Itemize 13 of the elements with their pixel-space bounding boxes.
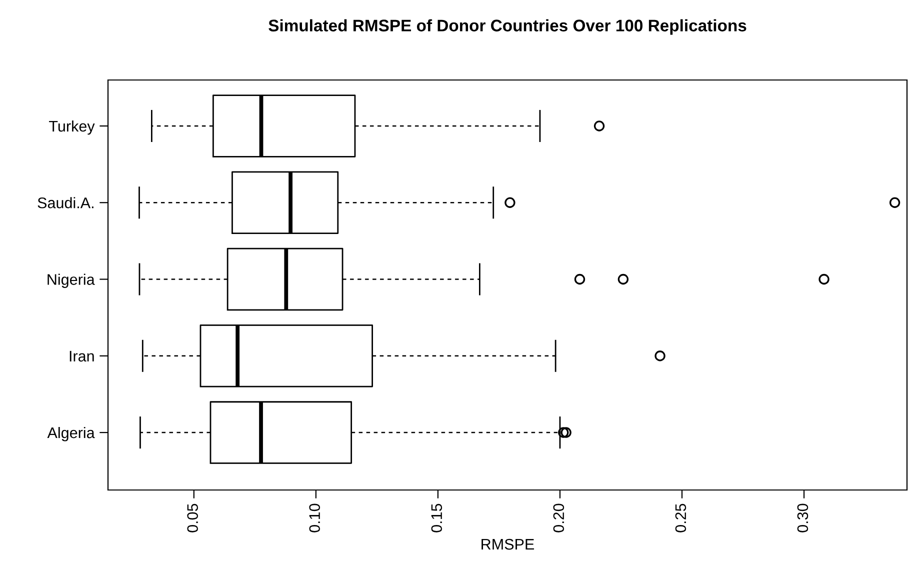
x-tick-label: 0.20 [553, 504, 564, 532]
x-tick-label: 0.05 [187, 504, 198, 532]
x-tick-label: 0.10 [309, 504, 320, 532]
x-tick-label: 0.30 [797, 504, 808, 532]
y-tick-label: Turkey [49, 120, 95, 135]
x-tick-label: 0.15 [431, 504, 442, 532]
x-axis-title: RMSPE [482, 538, 534, 550]
y-tick-label: Nigeria [48, 274, 95, 288]
chart-title: Simulated RMSPE of Donor Countries Over 100 Replications [268, 19, 746, 35]
y-tick-label: Iran [70, 350, 94, 362]
y-tick-label: Algeria [47, 426, 95, 442]
y-tick-label: Saudi.A. [38, 197, 94, 208]
x-tick-label: 0.25 [675, 504, 686, 532]
